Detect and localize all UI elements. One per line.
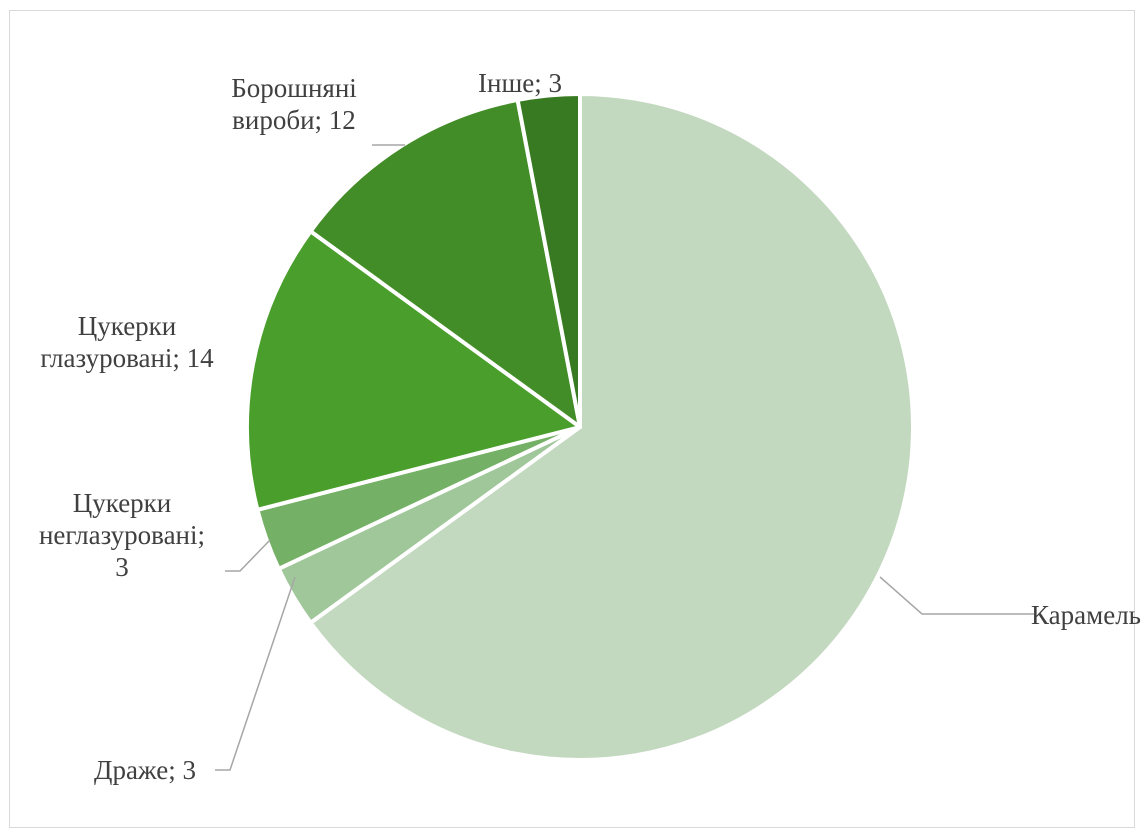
- leader-line: [879, 576, 1034, 615]
- slice-label-line: Цукерки: [78, 311, 177, 341]
- slice-data-label: Борошняні вироби; 12: [231, 73, 357, 135]
- slice-label-line: Драже; 3: [94, 755, 196, 785]
- slices-layer: [245, 92, 915, 762]
- slice-label-line: Борошняні: [231, 73, 357, 103]
- slice-data-label: Цукерки глазуровані; 14: [40, 311, 214, 373]
- pie-slice: [245, 229, 582, 512]
- pie-slice: [308, 92, 915, 762]
- slice-label-line: Інше; 3: [478, 68, 562, 98]
- slice-label-line: Карамель ; 65: [1031, 600, 1146, 630]
- pie-slice: [515, 92, 582, 429]
- slice-label-line: 3: [115, 552, 129, 582]
- slice-data-label: Інше; 3: [478, 68, 562, 98]
- leader-line: [215, 576, 296, 771]
- data-labels-layer: Карамель ; 65Драже; 3Цукеркинеглазурован…: [39, 68, 1146, 785]
- slice-data-label: Цукерки неглазуровані; 3: [39, 488, 205, 582]
- slice-label-line: глазуровані; 14: [40, 343, 214, 373]
- slice-label-line: Цукерки: [73, 488, 172, 518]
- leader-lines-layer: [215, 144, 1034, 771]
- pie-slice: [308, 97, 582, 429]
- slice-data-label: Карамель ; 65: [1031, 600, 1146, 630]
- leader-line: [225, 539, 271, 572]
- slice-label-line: вироби; 12: [232, 105, 356, 135]
- slice-data-label: Драже; 3: [94, 755, 196, 785]
- slice-label-line: неглазуровані;: [39, 520, 205, 550]
